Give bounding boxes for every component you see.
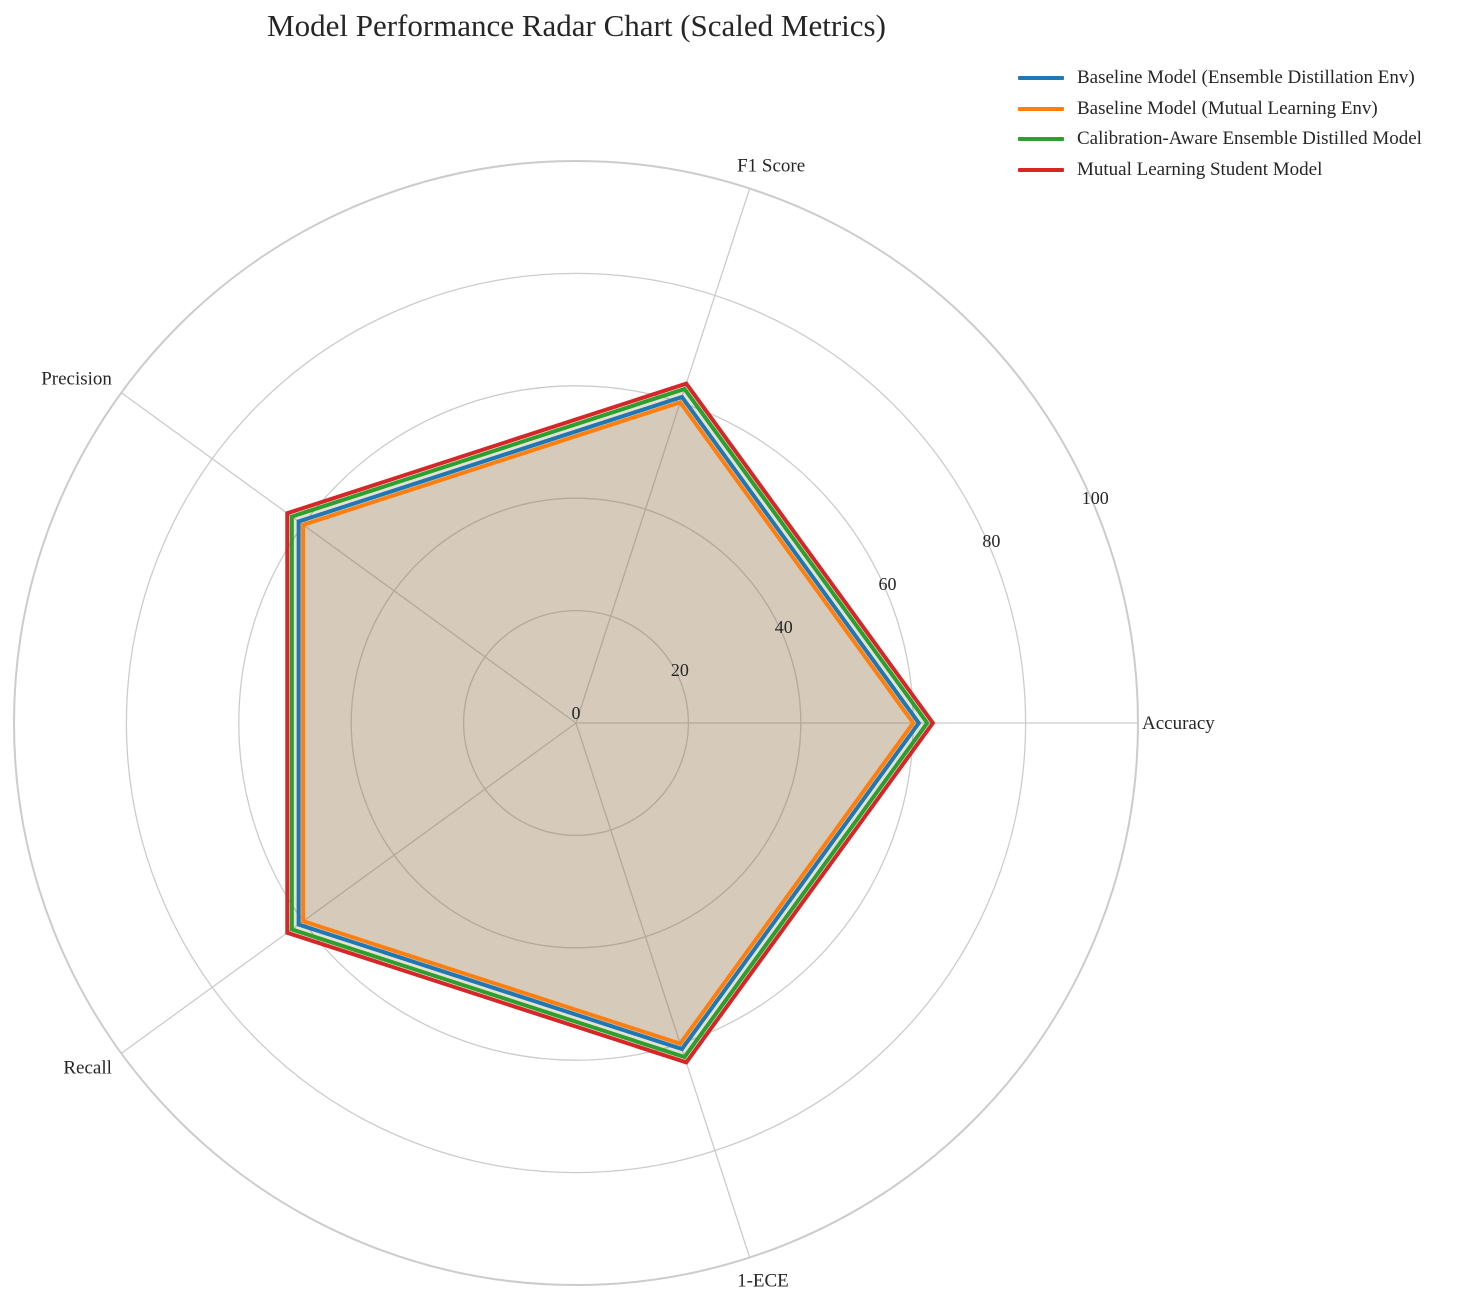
series-fill-baseline-model-mutual-learning-env — [303, 402, 914, 1044]
series-line-calibration-aware-ensemble-distilled-model — [289, 386, 930, 1060]
legend-item-baseline-model-mutual-learning-env: Baseline Model (Mutual Learning Env) — [1010, 94, 1422, 125]
legend-swatch — [1018, 137, 1064, 142]
series-fill-baseline-model-ensemble-distillation-env — [298, 396, 919, 1050]
legend-label: Calibration-Aware Ensemble Distilled Mod… — [1077, 128, 1422, 150]
series-fills — [287, 383, 933, 1063]
legend-swatch — [1018, 167, 1064, 172]
axis-spoke-recall — [120, 722, 577, 1054]
axis-label-1-ece: 1-ECE — [737, 1270, 789, 1291]
r-tick-label-20: 20 — [671, 660, 689, 680]
r-tick-label-60: 60 — [879, 574, 897, 594]
legend-item-baseline-model-ensemble-distillation-env: Baseline Model (Ensemble Distillation En… — [1010, 63, 1422, 94]
legend-item-calibration-aware-ensemble-distilled-model: Calibration-Aware Ensemble Distilled Mod… — [1010, 124, 1422, 155]
radar-labels: 0 20 40 60 80 100 Accuracy F1 Score Precision Rec… — [41, 156, 1215, 1292]
legend: Baseline Model (Ensemble Distillation En… — [1010, 63, 1422, 185]
axis-spoke-precision — [120, 392, 577, 724]
series-lines — [285, 381, 936, 1065]
legend-label: Baseline Model (Mutual Learning Env) — [1077, 97, 1378, 119]
axis-label-recall: Recall — [63, 1057, 112, 1078]
axis-spoke-f1-score — [575, 188, 751, 724]
series-line-baseline-model-mutual-learning-env — [301, 399, 916, 1047]
series-fill-mutual-learning-student-model — [287, 383, 933, 1063]
series-line-mutual-learning-student-model — [285, 381, 936, 1065]
legend-item-mutual-learning-student-model: Mutual Learning Student Model — [1010, 155, 1422, 186]
axis-label-accuracy: Accuracy — [1142, 713, 1215, 734]
legend-label: Mutual Learning Student Model — [1077, 158, 1323, 180]
legend-swatch — [1018, 106, 1064, 111]
r-tick-label-80: 80 — [982, 531, 1000, 551]
legend-label: Baseline Model (Ensemble Distillation En… — [1077, 67, 1415, 89]
r-tick-label-100: 100 — [1082, 488, 1109, 508]
series-fill-calibration-aware-ensemble-distilled-model — [291, 388, 928, 1058]
chart-title: Model Performance Radar Chart (Scaled Me… — [267, 8, 886, 43]
legend-swatch — [1018, 76, 1064, 81]
series-line-baseline-model-ensemble-distillation-env — [296, 394, 922, 1052]
r-tick-label-40: 40 — [775, 617, 793, 637]
axis-label-precision: Precision — [41, 369, 112, 390]
r-tick-label-0: 0 — [572, 703, 581, 723]
axis-spoke-1-ece — [575, 722, 751, 1258]
radar-grid — [13, 160, 1139, 1286]
axis-label-f1-score: F1 Score — [737, 156, 805, 177]
